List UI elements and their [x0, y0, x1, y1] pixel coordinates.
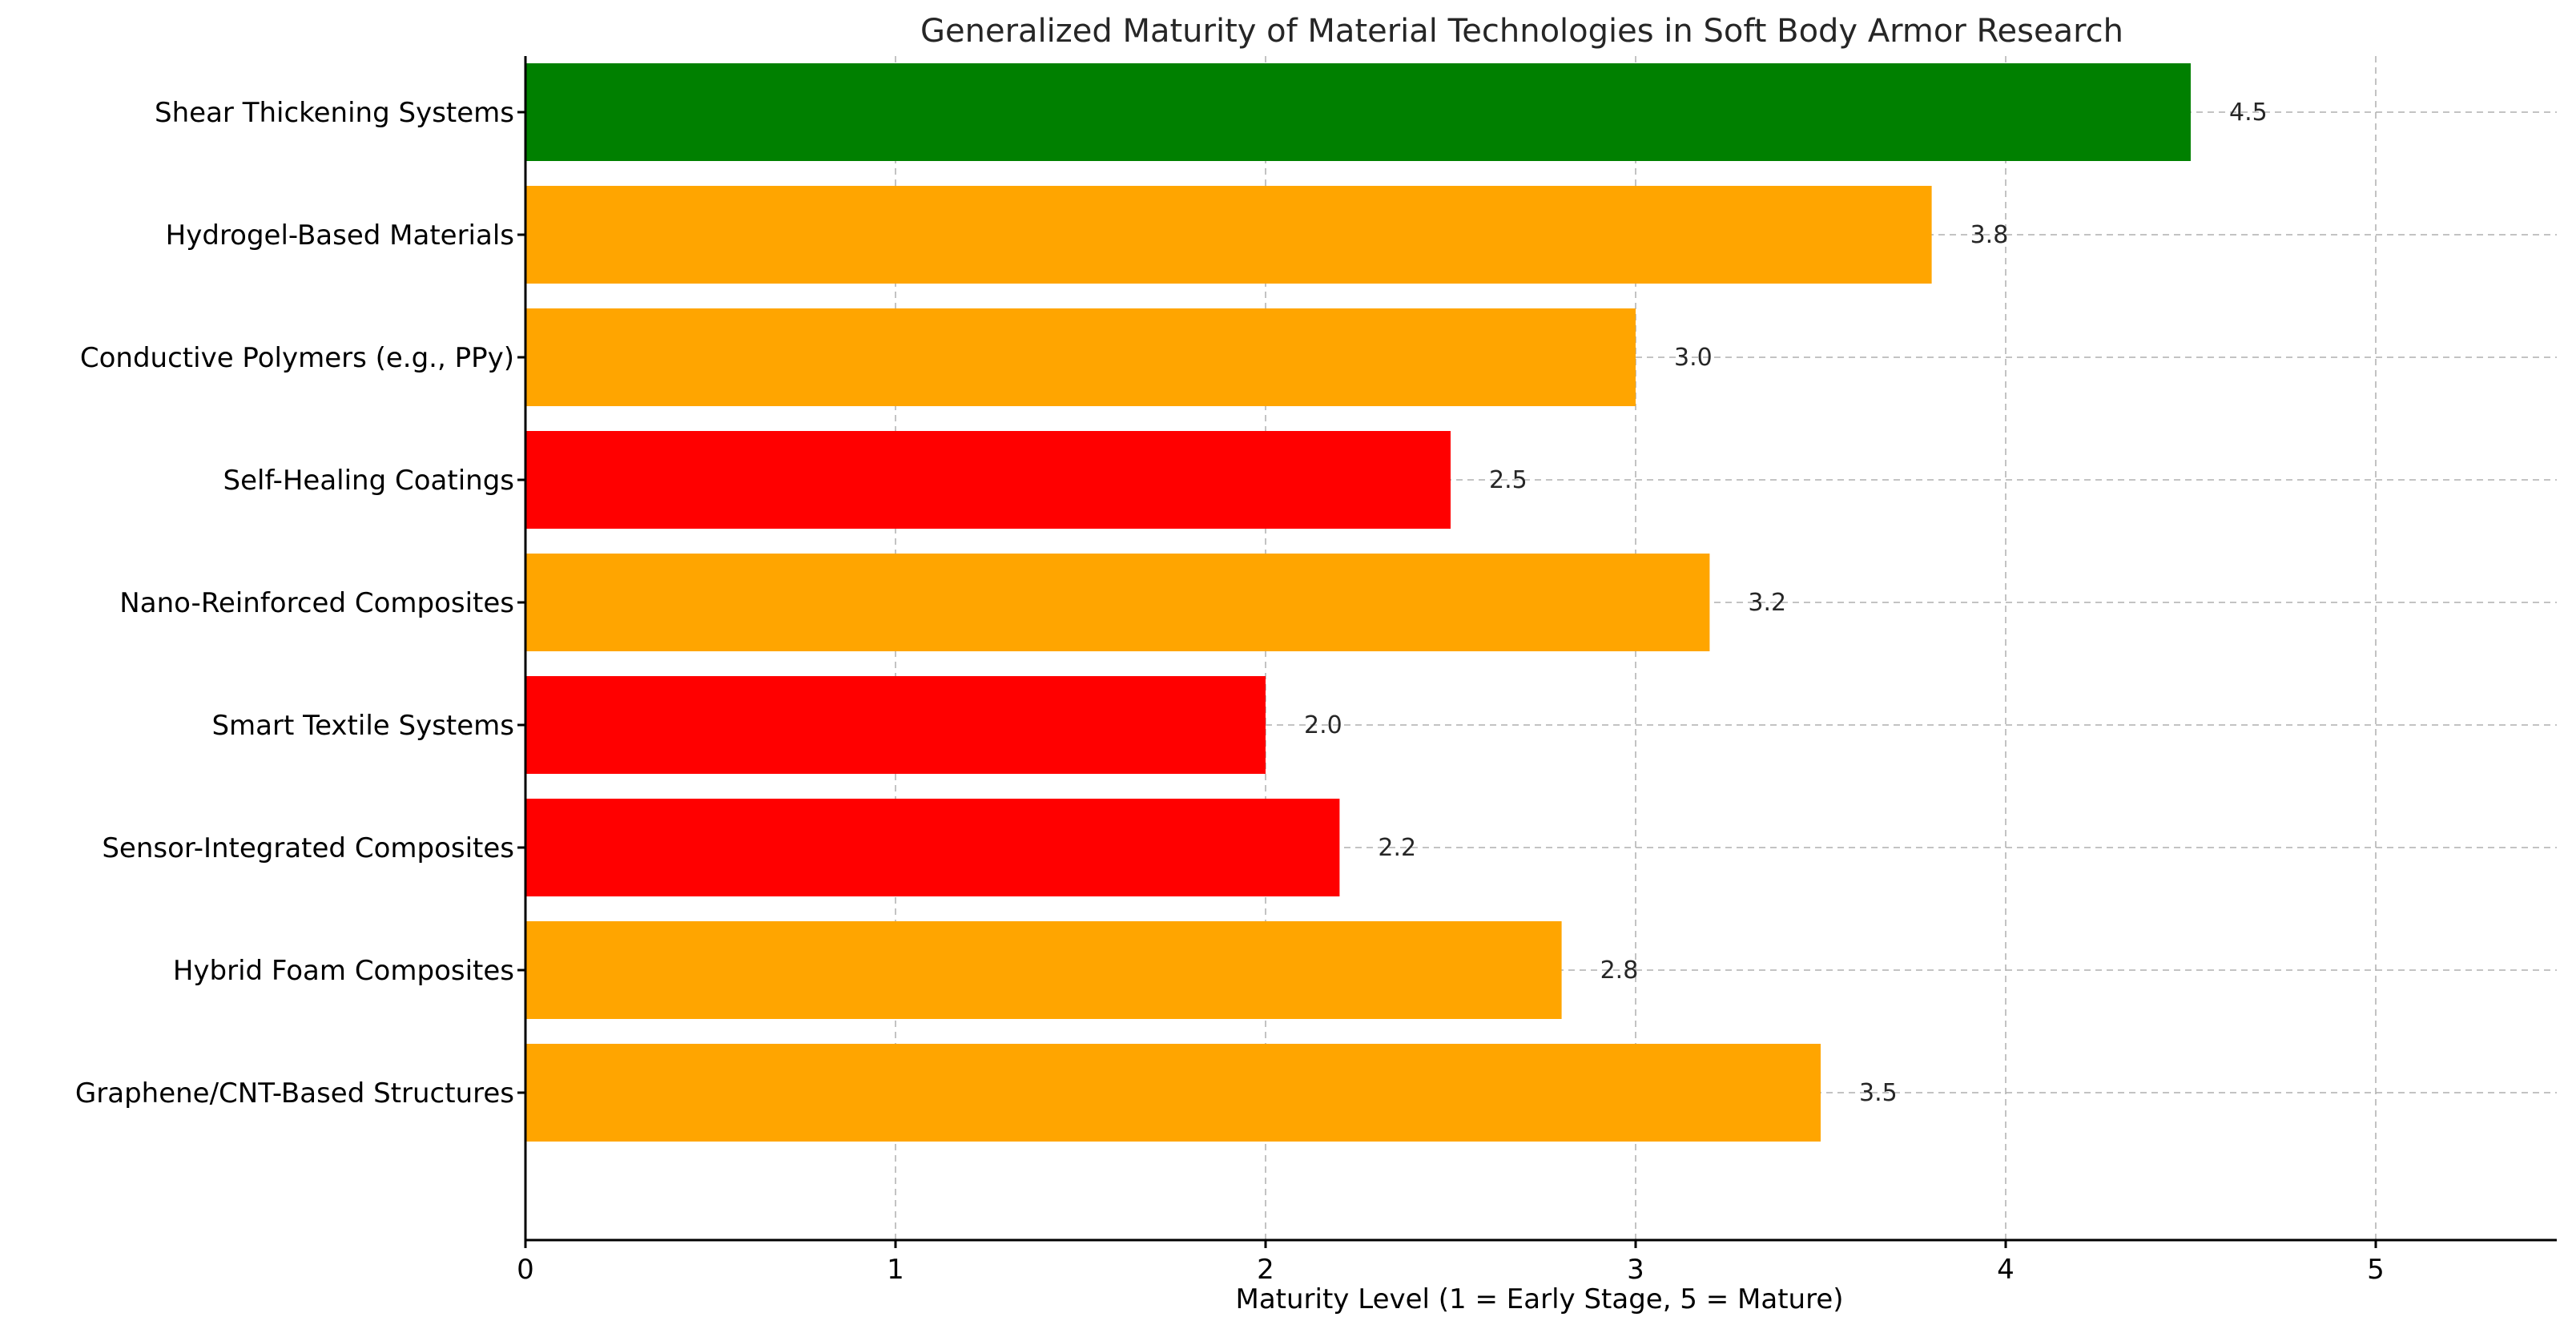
value-label: 4.5 — [2229, 99, 2268, 127]
bar — [525, 554, 1710, 651]
y-tick-label: Shear Thickening Systems — [155, 97, 514, 129]
bars — [525, 63, 2191, 1142]
value-label: 3.5 — [1859, 1079, 1898, 1107]
bar — [525, 186, 1932, 284]
x-tick-label: 2 — [1257, 1254, 1274, 1286]
value-label: 2.0 — [1304, 711, 1342, 739]
bar — [525, 308, 1636, 406]
bar — [525, 1044, 1821, 1142]
y-axis-tick-labels: Shear Thickening Systems Hydrogel-Based M… — [75, 97, 525, 1109]
y-tick-label: Smart Textile Systems — [211, 710, 514, 742]
value-label: 2.8 — [1600, 956, 1639, 985]
bar — [525, 921, 1562, 1019]
x-tick-label: 3 — [1627, 1254, 1644, 1286]
value-label: 2.5 — [1489, 466, 1527, 494]
y-tick-label: Sensor-Integrated Composites — [102, 832, 514, 864]
chart-title: Generalized Maturity of Material Technol… — [920, 13, 2123, 50]
value-label: 2.2 — [1378, 834, 1416, 862]
y-tick-label: Hydrogel-Based Materials — [166, 219, 514, 252]
y-tick-label: Conductive Polymers (e.g., PPy) — [80, 342, 514, 374]
y-tick-label: Hybrid Foam Composites — [173, 955, 514, 987]
bar — [525, 799, 1340, 896]
y-tick-label: Nano-Reinforced Composites — [119, 587, 514, 619]
y-tick-label: Graphene/CNT-Based Structures — [75, 1077, 514, 1109]
value-label: 3.2 — [1748, 589, 1786, 617]
x-axis-label: Maturity Level (1 = Early Stage, 5 = Mat… — [1235, 1283, 1843, 1315]
value-label: 3.0 — [1674, 344, 1713, 372]
x-axis-ticks: 0 1 2 3 4 5 — [517, 1240, 2385, 1286]
y-tick-label: Self-Healing Coatings — [223, 465, 514, 497]
x-tick-label: 0 — [517, 1254, 534, 1286]
value-labels: 4.5 3.8 3.0 2.5 3.2 2.0 2.2 2.8 3.5 — [1304, 99, 2268, 1107]
x-tick-label: 5 — [2367, 1254, 2385, 1286]
x-tick-label: 1 — [887, 1254, 904, 1286]
bar — [525, 676, 1266, 774]
bar — [525, 63, 2191, 161]
bar — [525, 431, 1451, 529]
value-label: 3.8 — [1970, 221, 2009, 249]
x-tick-label: 4 — [1997, 1254, 2015, 1286]
